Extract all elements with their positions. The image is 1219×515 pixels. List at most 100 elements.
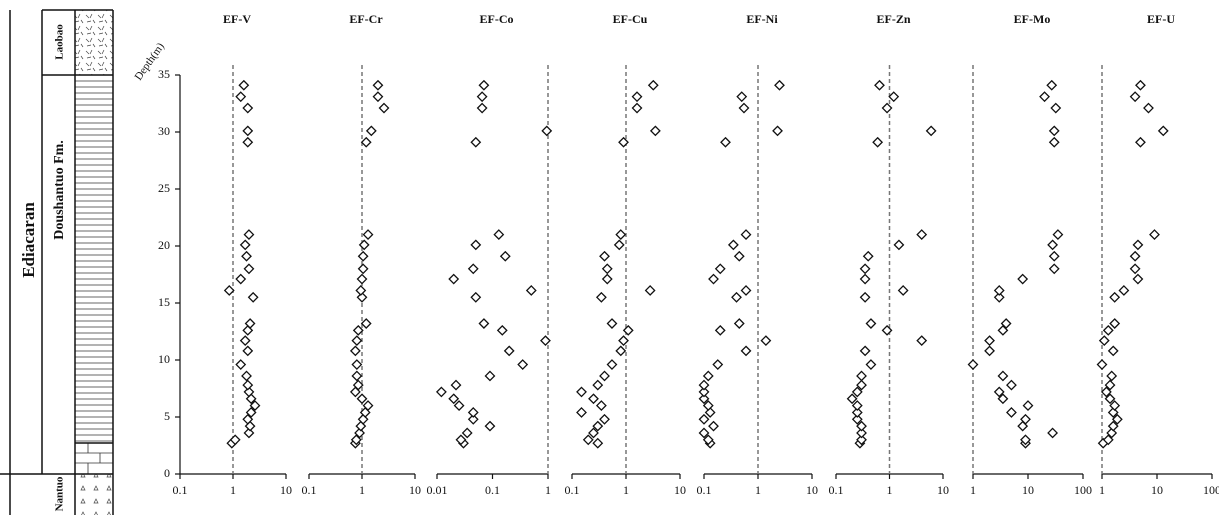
panel-title: EF-Cr — [349, 12, 383, 26]
data-point — [351, 359, 363, 370]
data-point — [467, 413, 479, 425]
x-tick-label: 1 — [230, 483, 236, 497]
data-point — [243, 263, 255, 275]
data-point — [615, 345, 627, 357]
dolomite-fill — [75, 443, 113, 474]
x-tick-label: 10 — [806, 483, 818, 497]
data-point — [351, 370, 363, 382]
data-point — [993, 291, 1005, 303]
data-point — [241, 250, 252, 262]
x-tick-label: 1 — [755, 483, 761, 497]
data-point — [851, 386, 863, 398]
data-point — [851, 413, 863, 425]
data-point — [245, 407, 257, 418]
data-point — [484, 420, 496, 432]
data-point — [1106, 427, 1118, 439]
data-point — [351, 335, 363, 347]
x-tick-label: 10 — [409, 483, 421, 497]
data-point — [243, 386, 255, 398]
data-point — [702, 434, 714, 446]
data-point — [851, 400, 863, 412]
data-point — [588, 427, 599, 439]
data-point — [245, 393, 257, 405]
data-point — [997, 393, 1009, 405]
data-point — [235, 91, 247, 103]
data-point — [362, 229, 374, 241]
data-point — [352, 324, 364, 336]
x-tick-label: 1 — [887, 483, 893, 497]
x-tick-label: 10 — [937, 483, 949, 497]
panel-title: EF-V — [223, 12, 251, 26]
data-point — [1020, 413, 1031, 425]
data-point — [618, 335, 629, 347]
data-point — [714, 324, 726, 336]
data-point — [540, 335, 551, 347]
data-point — [450, 379, 462, 391]
data-point — [239, 335, 251, 347]
data-point — [702, 400, 714, 412]
data-point — [239, 239, 251, 251]
panel-title: EF-Ni — [746, 12, 778, 26]
data-point — [698, 427, 710, 439]
data-point — [888, 91, 900, 103]
data-point — [360, 136, 372, 148]
data-point — [1129, 263, 1141, 275]
data-point — [243, 229, 255, 241]
data-point — [606, 318, 618, 329]
data-point — [736, 91, 748, 103]
data-point — [993, 285, 1005, 296]
data-point — [708, 273, 719, 285]
data-point — [378, 102, 390, 114]
data-point — [1135, 79, 1146, 91]
data-point — [856, 427, 867, 439]
data-point — [967, 359, 979, 370]
data-point — [229, 434, 241, 446]
data-point — [1149, 229, 1160, 241]
data-point — [1129, 250, 1141, 262]
data-point — [774, 79, 785, 91]
data-point — [359, 407, 371, 418]
data-point — [360, 318, 372, 329]
data-point — [1047, 239, 1059, 251]
data-point — [731, 291, 742, 303]
data-point — [859, 291, 871, 303]
data-point — [470, 291, 482, 303]
data-point — [601, 273, 613, 285]
data-point — [708, 420, 719, 432]
data-point — [631, 91, 643, 103]
data-point — [499, 250, 511, 262]
data-point — [1020, 434, 1031, 446]
data-point — [595, 400, 607, 412]
data-point — [720, 136, 731, 148]
data-point — [435, 386, 447, 398]
data-point — [503, 345, 515, 357]
data-point — [1107, 420, 1119, 432]
data-point — [997, 324, 1009, 336]
data-point — [622, 324, 634, 336]
x-tick-label: 0.1 — [485, 483, 500, 497]
data-point — [733, 318, 745, 329]
data-point — [478, 318, 490, 329]
data-point — [1022, 400, 1034, 412]
data-point — [467, 263, 479, 275]
data-point — [461, 427, 473, 439]
nantuo-fill — [75, 474, 113, 515]
data-point — [496, 324, 508, 336]
data-point — [644, 285, 656, 296]
data-point — [1157, 125, 1169, 137]
panel-title: EF-Zn — [876, 12, 910, 26]
data-point — [740, 229, 752, 241]
data-point — [476, 91, 488, 103]
data-point — [1104, 379, 1116, 391]
data-point — [1102, 434, 1114, 446]
data-point — [865, 359, 877, 370]
data-point — [241, 370, 252, 382]
data-point — [1006, 407, 1017, 418]
data-point — [365, 125, 377, 137]
data-point — [859, 263, 871, 275]
data-point — [1047, 427, 1059, 439]
data-point — [453, 400, 465, 412]
data-point — [372, 79, 384, 91]
data-point — [1000, 318, 1012, 329]
